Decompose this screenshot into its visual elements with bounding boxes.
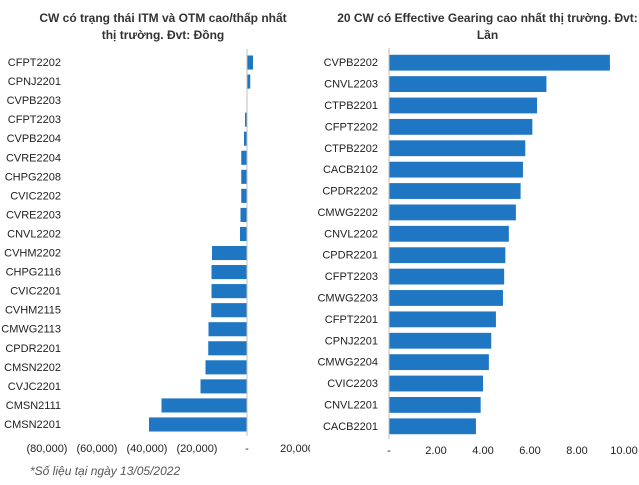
itm-otm-tick-label: - (245, 443, 249, 455)
gearing-bar (389, 76, 547, 92)
itm-otm-bar (205, 360, 247, 375)
itm-otm-category-label: CVRE2203 (6, 209, 61, 221)
gearing-bar (389, 54, 610, 71)
itm-otm-category-label: CVHM2115 (5, 305, 61, 317)
gearing-bar (389, 311, 496, 328)
gearing-category-label: CMWG2203 (317, 292, 378, 304)
itm-otm-category-label: CMSN2201 (4, 419, 61, 431)
gearing-chart: CVPB2202 CNVL2203 CTPB2201 CFPT2202 CTPB2202… (317, 48, 638, 457)
itm-otm-chart-panel: CW có trạng thái ITM và OTM cao/thấp nhấ… (0, 0, 310, 485)
itm-otm-bar (245, 112, 247, 127)
itm-otm-bar (200, 379, 247, 394)
itm-otm-category-label: CVIC2202 (10, 190, 61, 202)
gearing-bar (389, 183, 521, 199)
gearing-category-label: CPNJ2201 (325, 335, 378, 347)
gearing-bar (389, 161, 523, 178)
gearing-bar (389, 140, 526, 157)
itm-otm-category-label: CHPG2116 (6, 267, 61, 279)
gearing-bar (389, 418, 476, 435)
gearing-category-label: CACB2201 (323, 421, 378, 433)
itm-otm-category-label: CMSN2202 (4, 362, 61, 374)
itm-otm-bar (211, 284, 247, 299)
itm-otm-category-label: CFPT2203 (8, 114, 61, 126)
gearing-category-label: CFPT2202 (325, 121, 378, 133)
footnote: *Số liệu tại ngày 13/05/2022 (30, 464, 181, 478)
gearing-bar (389, 290, 503, 306)
itm-otm-bar (211, 303, 247, 318)
gearing-bar (389, 204, 516, 221)
gearing-bar (389, 118, 533, 135)
gearing-category-label: CTPB2201 (324, 100, 378, 112)
gearing-category-label: CVIC2203 (327, 378, 378, 390)
itm-otm-category-label: CMSN2111 (6, 400, 61, 412)
gearing-category-label: CFPT2201 (325, 314, 378, 326)
itm-otm-category-label: CFPT2202 (8, 57, 61, 69)
gearing-tick-label: 6.00 (519, 445, 540, 457)
gearing-chart-title: 20 CW có Effective Gearing cao nhất thị … (337, 11, 638, 42)
itm-otm-tick-label: (80,000) (27, 443, 68, 455)
itm-otm-bar (241, 169, 247, 184)
gearing-bar (389, 397, 481, 413)
gearing-category-label: CFPT2203 (325, 271, 378, 283)
itm-otm-bar (212, 245, 247, 261)
gearing-bar (389, 268, 505, 285)
gearing-category-label: CACB2102 (323, 164, 378, 176)
itm-otm-bar (240, 207, 247, 222)
gearing-category-label: CVPB2202 (324, 57, 378, 69)
gearing-category-label: CNVL2202 (324, 228, 378, 240)
gearing-bar (389, 354, 489, 371)
gearing-bar (389, 225, 509, 242)
itm-otm-category-label: CNVL2202 (7, 228, 61, 240)
itm-otm-category-label: CVPB2204 (7, 133, 61, 145)
itm-otm-tick-label: (60,000) (77, 443, 118, 455)
gearing-tick-label: - (387, 445, 391, 457)
gearing-bar (389, 97, 538, 114)
itm-otm-bar (211, 265, 247, 280)
itm-otm-bar (149, 417, 247, 432)
gearing-tick-label: 4.00 (472, 445, 493, 457)
itm-otm-bar (247, 74, 251, 89)
gearing-tick-label: 2.00 (425, 445, 446, 457)
itm-otm-bar (247, 55, 253, 70)
gearing-category-label: CNVL2203 (324, 79, 378, 91)
gearing-chart-panel: 20 CW có Effective Gearing cao nhất thị … (316, 0, 639, 485)
itm-otm-category-label: CVRE2204 (6, 152, 61, 164)
itm-otm-bar (244, 131, 247, 146)
itm-otm-bar (240, 226, 247, 242)
itm-otm-bar (208, 341, 247, 356)
gearing-category-label: CNVL2201 (324, 399, 378, 411)
gearing-bar (389, 247, 506, 264)
itm-otm-tick-label: (40,000) (127, 443, 168, 455)
itm-otm-category-label: CVJC2201 (8, 381, 61, 393)
itm-otm-category-label: CVPB2203 (7, 95, 61, 107)
itm-otm-category-label: CPNJ2201 (8, 76, 61, 88)
itm-otm-category-label: CHPG2208 (5, 171, 61, 183)
itm-otm-category-label: CMWG2113 (1, 324, 61, 336)
gearing-category-label: CPDR2202 (322, 186, 378, 198)
gearing-category-label: CMWG2202 (317, 207, 378, 219)
itm-otm-tick-label: 20,000 (280, 443, 310, 455)
itm-otm-tick-label: (20,000) (177, 443, 218, 455)
gearing-bar (389, 332, 492, 349)
gearing-category-label: CPDR2201 (322, 250, 378, 262)
itm-otm-bar (241, 188, 247, 203)
itm-otm-category-label: CVHM2202 (4, 248, 61, 260)
itm-otm-category-label: CVIC2201 (10, 286, 61, 298)
gearing-bar (389, 375, 483, 392)
itm-otm-bar (161, 398, 247, 413)
gearing-tick-label: 10.00 (610, 445, 638, 457)
gearing-category-label: CMWG2204 (317, 357, 378, 369)
itm-otm-chart-title: CW có trạng thái ITM và OTM cao/thấp nhấ… (39, 11, 287, 42)
itm-otm-bar (241, 150, 247, 165)
itm-otm-category-label: CPDR2201 (5, 343, 61, 355)
itm-otm-bar (208, 322, 247, 337)
gearing-tick-label: 8.00 (566, 445, 587, 457)
itm-otm-chart: CFPT2202 CPNJ2201 CVPB2203 CFPT2203 CVPB2204… (1, 49, 310, 455)
gearing-category-label: CTPB2202 (324, 143, 378, 155)
